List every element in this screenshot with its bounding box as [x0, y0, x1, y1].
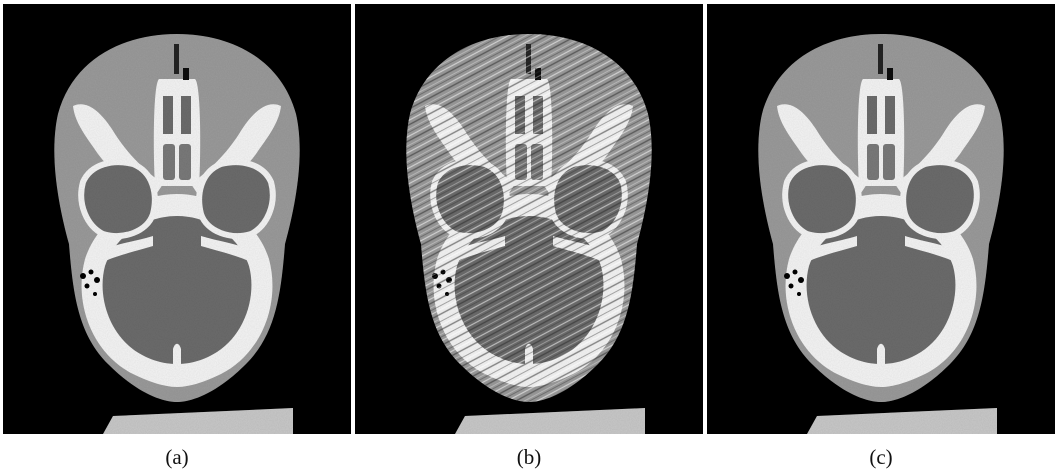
ct-scan-panel-c	[707, 4, 1055, 434]
ct-scan-panel-b	[355, 4, 703, 434]
caption-c: (c)	[869, 445, 893, 469]
streak-artifact-overlay	[406, 34, 652, 402]
ct-scan-panel-a	[3, 4, 351, 434]
caption-b: (b)	[516, 445, 542, 469]
ct-image-corrected	[707, 4, 1055, 434]
ct-image-with-streak-artifacts	[355, 4, 703, 434]
caption-a: (a)	[165, 445, 189, 469]
ct-image-original	[3, 4, 351, 434]
